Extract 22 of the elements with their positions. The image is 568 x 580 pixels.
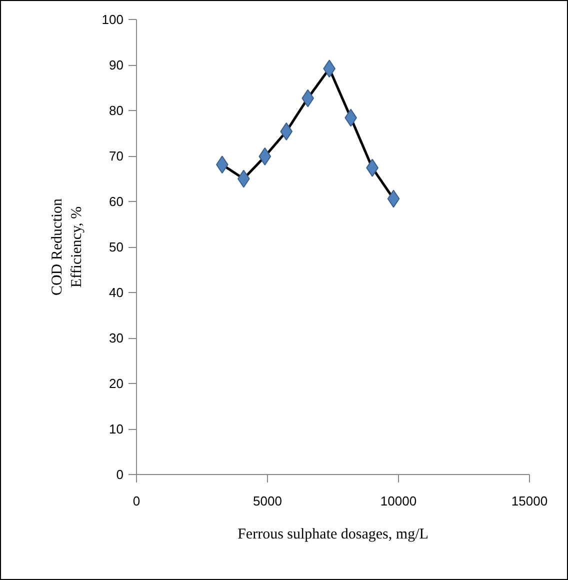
y-tick-label: 0 [116, 467, 124, 482]
y-tick-label: 80 [109, 103, 124, 118]
y-tick-label: 90 [109, 58, 124, 72]
y-tick-label: 60 [109, 194, 124, 209]
point [302, 89, 314, 108]
point [387, 190, 400, 208]
point [280, 122, 293, 140]
x-tick-label: 10000 [380, 494, 417, 508]
y-tick-label: 50 [109, 240, 124, 254]
x-axis-title: Ferrous sulphate dosages, mg/L [238, 526, 428, 542]
y-tick-label: 30 [109, 330, 124, 346]
y-tick-label: 70 [109, 148, 124, 164]
x-tick-label: 0 [132, 494, 140, 508]
x-tick-label: 15000 [511, 494, 548, 508]
point [258, 147, 272, 166]
y-tick-label: 10 [109, 422, 124, 436]
y-tick-label: 40 [109, 285, 124, 300]
point [237, 170, 250, 188]
y-tick-label: 20 [109, 376, 124, 391]
x-tick-label: 5000 [253, 494, 282, 508]
y-axis-title: COD Reduction Efficiency, % [50, 198, 85, 296]
y-tick-label: 100 [102, 12, 124, 27]
